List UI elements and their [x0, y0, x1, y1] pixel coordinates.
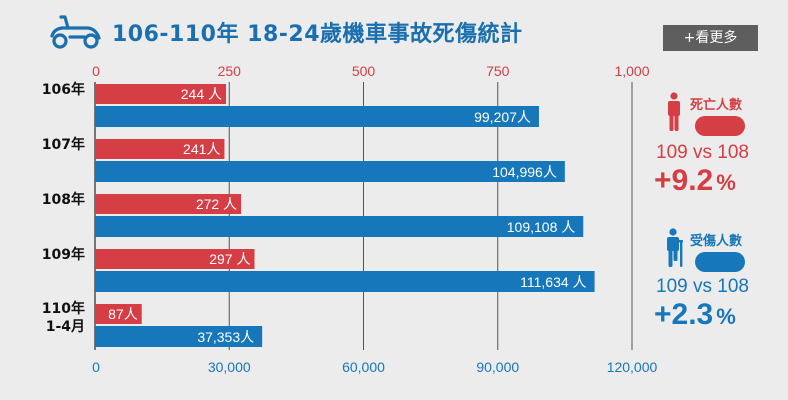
- injuries-label: 受傷人數: [690, 234, 743, 249]
- injuries-change-value: 2.3: [671, 298, 714, 331]
- deaths-change-unit: %: [716, 170, 736, 195]
- deaths-bar: [95, 139, 225, 159]
- injuries-bar-label: 109,108 人: [507, 219, 576, 235]
- injuries-compare: 109 vs 108: [656, 276, 749, 297]
- deaths-bar-label: 272 人: [196, 196, 237, 212]
- deaths-bar: [95, 304, 142, 324]
- bottom-axis-tick-label: 0: [92, 359, 100, 375]
- injuries-legend-pill: [695, 252, 745, 272]
- deaths-bar: [95, 194, 242, 214]
- see-more-button[interactable]: +看更多: [663, 25, 758, 51]
- injuries-bar-label: 99,207人: [474, 109, 531, 125]
- bottom-axis-tick-label: 60,000: [342, 359, 385, 375]
- category-label: 106年: [42, 81, 85, 98]
- deaths-change-value: 9.2: [671, 164, 714, 197]
- injuries-bar: [95, 216, 584, 237]
- deaths-legend-pill: [695, 116, 745, 136]
- deaths-compare: 109 vs 108: [656, 142, 749, 163]
- top-axis-tick-label: 250: [218, 63, 242, 79]
- deaths-bar-label: 297 人: [209, 251, 250, 267]
- category-label: 107年: [42, 136, 85, 153]
- category-label: 108年: [42, 191, 85, 208]
- injuries-change: +2.3%: [654, 298, 736, 332]
- injuries-bar: [95, 326, 263, 347]
- top-axis-tick-label: 0: [92, 63, 100, 79]
- person-standing-icon: [668, 92, 680, 131]
- deaths-change: +9.2%: [654, 164, 736, 198]
- bottom-axis-tick-label: 90,000: [476, 359, 519, 375]
- bottom-axis-tick-label: 120,000: [607, 359, 658, 375]
- injuries-bar: [95, 271, 595, 292]
- deaths-bar-label: 87人: [108, 306, 138, 322]
- injuries-bar: [95, 161, 565, 182]
- deaths-bar: [95, 249, 255, 269]
- deaths-change-sign: +: [654, 164, 672, 197]
- person-crutch-icon: [667, 228, 683, 267]
- category-label: 1-4月: [46, 319, 85, 335]
- injuries-bar-label: 37,353人: [197, 329, 254, 345]
- deaths-bar-label: 244 人: [181, 86, 222, 102]
- deaths-label: 死亡人數: [690, 98, 743, 113]
- bottom-axis-tick-label: 30,000: [208, 359, 251, 375]
- top-axis-tick-label: 500: [352, 63, 376, 79]
- category-label: 109年: [42, 246, 85, 263]
- top-axis-tick-label: 1,000: [614, 63, 649, 79]
- injuries-summary: 受傷人數 109 vs 108 +2.3%: [650, 226, 780, 336]
- injuries-bar: [95, 106, 539, 127]
- injuries-bar-label: 111,634 人: [520, 274, 586, 290]
- page-title: 106-110年 18-24歲機車事故死傷統計: [112, 22, 523, 47]
- category-label: 110年: [42, 300, 85, 317]
- header: 106-110年 18-24歲機車事故死傷統計: [48, 12, 523, 52]
- injuries-bar-label: 104,996人: [492, 164, 557, 180]
- top-axis-tick-label: 750: [486, 63, 510, 79]
- deaths-bar-label: 241人: [183, 141, 220, 157]
- deaths-summary: 死亡人數 109 vs 108 +9.2%: [650, 90, 780, 200]
- scooter-icon: [50, 15, 101, 49]
- injuries-change-unit: %: [716, 304, 736, 329]
- deaths-bar: [95, 84, 227, 104]
- injuries-change-sign: +: [654, 298, 672, 331]
